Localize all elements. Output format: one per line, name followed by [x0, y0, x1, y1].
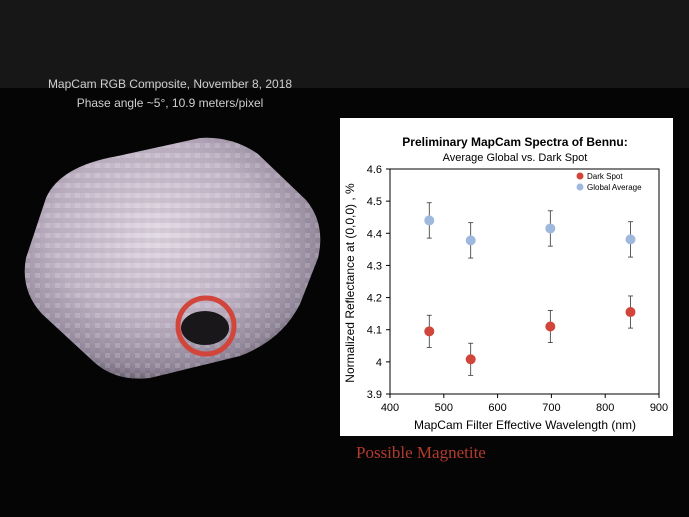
x-tick-label: 600: [488, 402, 506, 414]
chart-panel: Preliminary MapCam Spectra of Bennu: Ave…: [340, 118, 673, 436]
header-band: [0, 0, 689, 88]
x-axis-ticks: 400 500 600 700 800 900: [381, 394, 668, 414]
x-tick-label: 800: [596, 402, 614, 414]
legend-marker-global-average: [576, 183, 584, 191]
legend-label-global-average: Global Average: [587, 183, 642, 192]
y-tick-label: 4.6: [367, 164, 382, 176]
x-tick-label: 900: [650, 402, 668, 414]
dark-spot-point: [465, 354, 476, 365]
asteroid-image: [0, 118, 340, 383]
data-points: [424, 202, 636, 376]
y-tick-label: 4.4: [367, 228, 382, 240]
y-axis-ticks: 3.9 4 4.1 4.2 4.3 4.4 4.5 4.6: [367, 164, 390, 401]
dark-spot-highlight-circle: [175, 295, 237, 357]
image-caption-line2: Phase angle ~5°, 10.9 meters/pixel: [76, 96, 264, 110]
y-tick-label: 4.5: [367, 196, 382, 208]
chart-title: Preliminary MapCam Spectra of Bennu:: [402, 135, 627, 149]
dark-spot-point: [625, 307, 636, 318]
image-caption-line1: MapCam RGB Composite, November 8, 2018: [47, 77, 293, 91]
legend-label-dark-spot: Dark Spot: [587, 172, 623, 181]
possible-magnetite-label: Possible Magnetite: [356, 443, 486, 462]
y-tick-label: 3.9: [367, 389, 382, 401]
chart-svg: Preliminary MapCam Spectra of Bennu: Ave…: [343, 135, 668, 432]
dark-spot-point: [424, 326, 435, 337]
dark-spot-point: [545, 321, 556, 332]
legend-marker-dark-spot: [576, 172, 584, 180]
dark-spot: [181, 311, 229, 345]
global-average-point: [625, 234, 636, 245]
global-average-point: [465, 235, 476, 246]
chart-subtitle: Average Global vs. Dark Spot: [443, 152, 588, 164]
y-tick-label: 4.3: [367, 260, 382, 272]
x-tick-label: 500: [435, 402, 453, 414]
legend: Dark Spot Global Average: [576, 172, 642, 192]
y-tick-label: 4: [376, 357, 382, 369]
x-axis-label: MapCam Filter Effective Wavelength (nm): [414, 418, 636, 432]
y-tick-label: 4.2: [367, 293, 382, 305]
global-average-point: [424, 215, 435, 226]
x-tick-label: 700: [542, 402, 560, 414]
plot-frame: [389, 168, 660, 395]
y-axis-label: Normalized Reflectance at (0,0,0) , %: [343, 183, 357, 383]
x-tick-label: 400: [381, 402, 399, 414]
global-average-point: [545, 223, 556, 234]
y-tick-label: 4.1: [367, 325, 382, 337]
